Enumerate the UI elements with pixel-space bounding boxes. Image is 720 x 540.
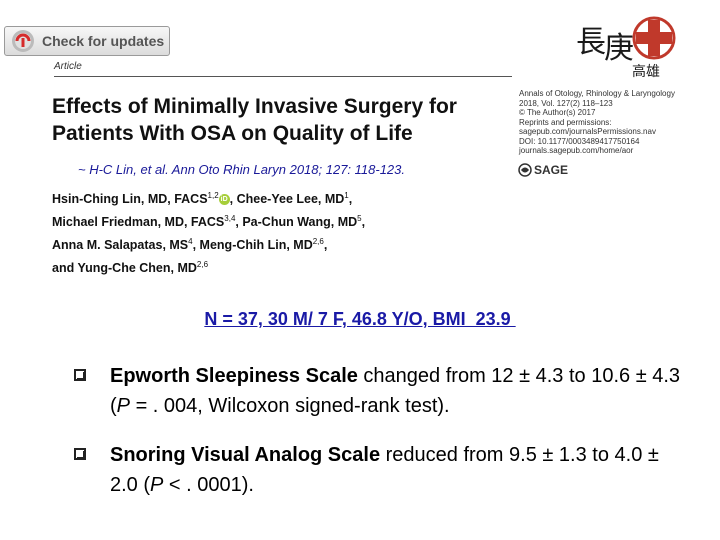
logo-subtitle: 高雄 [632, 63, 660, 80]
hospital-logo: 長 庚 高雄 [576, 16, 676, 80]
author-line: and Yung-Che Chen, MD2,6 [52, 260, 209, 276]
reprints-label: Reprints and permissions: [519, 117, 612, 127]
journal-info: Annals of Otology, Rhinology & Laryngolo… [519, 89, 719, 156]
author-list: Hsin-Ching Lin, MD, FACS1,2 iD, Chee-Yee … [52, 186, 522, 279]
paper-title-line-2: Patients With OSA on Quality of Life [52, 122, 413, 145]
header-divider [54, 76, 512, 77]
journal-volume: 2018, Vol. 127(2) 118–123 [519, 98, 613, 108]
bullet-snoring-vas: Snoring Visual Analog Scale reduced from… [74, 440, 694, 500]
checkbox-bullet-icon [74, 369, 86, 381]
logo-character: 長 [576, 25, 606, 60]
copyright: © The Author(s) 2017 [519, 108, 596, 117]
check-for-updates-button[interactable]: Check for updates [4, 26, 170, 56]
checkbox-bullet-icon [74, 448, 86, 460]
orcid-icon[interactable]: iD [218, 194, 230, 206]
sage-icon [518, 163, 532, 177]
paper-title: Effects of Minimally Invasive Surgery fo… [52, 93, 512, 147]
paper-title-line-1: Effects of Minimally Invasive Surgery fo… [52, 95, 457, 118]
author-line: Anna M. Salapatas, MS4, Meng-Chih Lin, M… [52, 237, 328, 253]
check-updates-label: Check for updates [42, 33, 165, 49]
bullet-text: Snoring Visual Analog Scale reduced from… [110, 444, 659, 496]
logo-character: 庚 [604, 31, 634, 66]
journal-home-link[interactable]: journals.sagepub.com/home/aor [519, 146, 634, 155]
permissions-link[interactable]: sagepub.com/journalsPermissions.nav [519, 127, 656, 136]
publisher-logo: SAGE [518, 163, 568, 177]
article-type-label: Article [54, 61, 82, 72]
author-line: Michael Friedman, MD, FACS3,4, Pa-Chun W… [52, 214, 366, 230]
bullet-epworth: Epworth Sleepiness Scale changed from 12… [74, 361, 694, 421]
author-line: Hsin-Ching Lin, MD, FACS1,2 iD, Chee-Yee … [52, 191, 353, 207]
bullet-text: Epworth Sleepiness Scale changed from 12… [110, 365, 681, 417]
check-updates-icon [12, 30, 34, 52]
journal-name: Annals of Otology, Rhinology & Laryngolo… [519, 89, 675, 98]
doi[interactable]: DOI: 10.1177/0003489417750164 [519, 136, 640, 146]
publisher-name: SAGE [534, 163, 569, 177]
citation: ~ H-C Lin, et al. Ann Oto Rhin Laryn 201… [78, 162, 406, 177]
sample-summary: N = 37, 30 M/ 7 F, 46.8 Y/O, BMI 23.9 [204, 309, 516, 329]
